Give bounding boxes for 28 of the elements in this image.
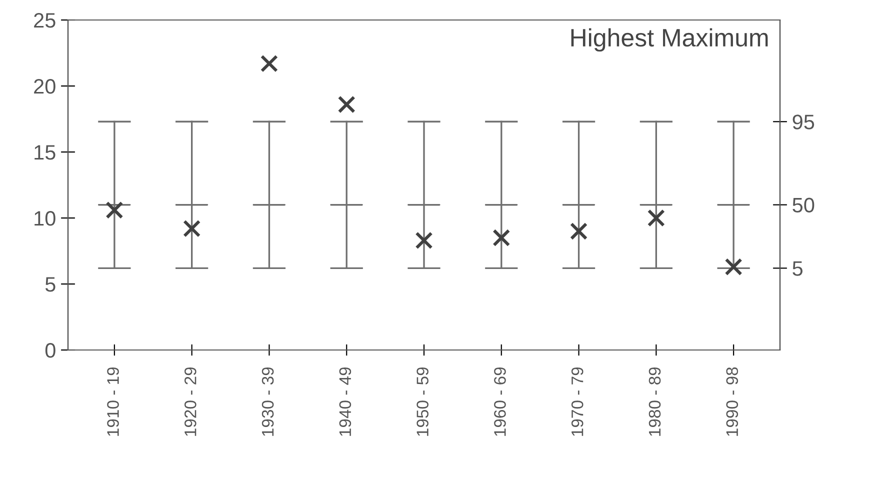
point	[570, 222, 588, 240]
text: 5	[792, 261, 803, 276]
point	[492, 228, 510, 247]
point	[260, 54, 278, 72]
x-tick-label: 1980 - 89	[648, 367, 661, 436]
y-tick-label: 15	[34, 145, 56, 160]
x-tick-label: 1940 - 49	[339, 367, 352, 436]
x-tick-label: 1960 - 69	[494, 367, 506, 436]
x-tick-label: 1910 - 19	[107, 367, 119, 436]
y-tick-label: 5	[45, 277, 56, 292]
chart-title: Highest Maximum	[571, 28, 768, 52]
text: 95	[792, 114, 814, 130]
y-tick-label: 20	[34, 79, 56, 94]
x-tick-label: 1950 - 59	[416, 367, 428, 436]
x-tick-label: 1920 - 29	[184, 367, 196, 436]
point	[724, 258, 742, 276]
point	[415, 232, 433, 250]
point	[647, 209, 665, 227]
point	[338, 96, 356, 114]
y-tick-label: 25	[34, 13, 56, 28]
y-tick-label: 10	[34, 211, 56, 226]
x-tick-label: 1990 - 98	[726, 367, 738, 436]
point	[183, 220, 201, 238]
x-tick-label: 1930 - 39	[262, 367, 274, 436]
point	[106, 201, 124, 219]
text: 50	[792, 198, 814, 213]
y-tick-label: 0	[45, 343, 56, 358]
x-tick-label: 1970 - 79	[571, 367, 584, 436]
